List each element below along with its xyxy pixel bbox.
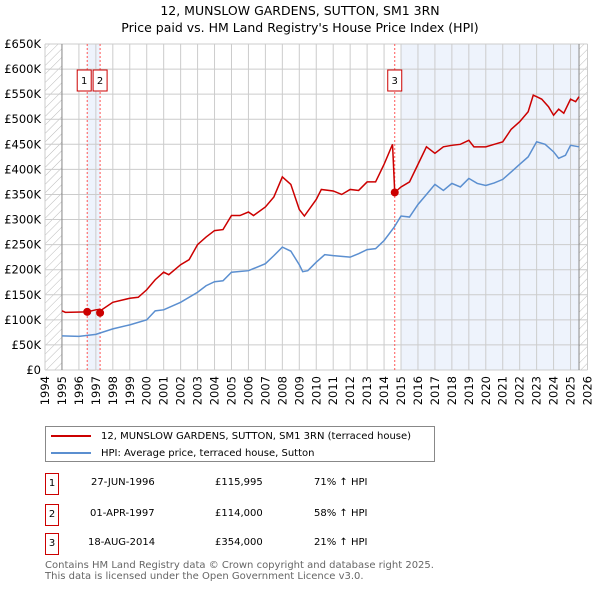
legend-swatch-red — [51, 435, 91, 437]
sale-label: 1 — [81, 76, 87, 87]
x-tick-label: 2003 — [191, 376, 205, 405]
y-tick-label: £400K — [4, 162, 41, 176]
sale-row: 3 18-AUG-2014 £354,000 21% ↑ HPI — [45, 533, 445, 555]
footer: Contains HM Land Registry data © Crown c… — [45, 560, 434, 582]
x-tick-label: 2012 — [343, 376, 357, 405]
x-tick-label: 1996 — [72, 376, 86, 405]
y-tick-label: £350K — [4, 187, 41, 201]
sale-price: £115,995 — [215, 477, 263, 488]
x-tick-label: 2007 — [258, 376, 272, 405]
legend-item-property: 12, MUNSLOW GARDENS, SUTTON, SM1 3RN (te… — [51, 428, 411, 444]
legend-item-hpi: HPI: Average price, terraced house, Sutt… — [51, 445, 314, 461]
legend-label: 12, MUNSLOW GARDENS, SUTTON, SM1 3RN (te… — [101, 430, 412, 442]
y-tick-label: £500K — [4, 112, 41, 126]
sale-hpi: 58% ↑ HPI — [314, 508, 368, 519]
x-tick-label: 2026 — [581, 376, 595, 405]
x-tick-label: 2014 — [377, 376, 391, 405]
x-tick-label: 1999 — [123, 376, 137, 405]
chart-title: 12, MUNSLOW GARDENS, SUTTON, SM1 3RN Pri… — [0, 2, 600, 36]
x-tick-label: 2025 — [564, 376, 578, 405]
x-tick-label: 2008 — [275, 376, 289, 405]
sale-price: £354,000 — [215, 537, 263, 548]
x-tick-label: 2017 — [428, 376, 442, 405]
x-tick-label: 2019 — [462, 376, 476, 405]
x-tick-label: 2016 — [411, 376, 425, 405]
sale-label: 2 — [97, 76, 103, 87]
y-tick-label: £150K — [4, 288, 41, 302]
x-tick-label: 2021 — [496, 376, 510, 405]
y-tick-label: £50K — [12, 338, 42, 352]
sale-row: 1 27-JUN-1996 £115,995 71% ↑ HPI — [45, 473, 445, 495]
sale-label-box — [387, 69, 403, 92]
sale-price: £114,000 — [215, 508, 263, 519]
x-tick-label: 2023 — [530, 376, 544, 405]
sale-badge: 1 — [45, 473, 59, 495]
y-tick-label: £0 — [26, 363, 41, 377]
y-tick-label: £100K — [4, 313, 41, 327]
y-tick-label: £200K — [4, 263, 41, 277]
x-tick-label: 2000 — [140, 376, 154, 405]
sale-label-box — [76, 69, 92, 92]
x-tick-label: 2011 — [326, 376, 340, 405]
sale-badge: 3 — [45, 533, 59, 555]
x-tick-label: 1998 — [106, 376, 120, 405]
x-tick-label: 1994 — [38, 376, 52, 405]
sale-point — [96, 308, 105, 317]
x-tick-label: 2002 — [174, 376, 188, 405]
y-tick-label: £450K — [4, 137, 41, 151]
sale-date: 01-APR-1997 — [90, 508, 155, 519]
sale-label: 3 — [392, 76, 398, 87]
sale-point — [390, 188, 399, 197]
ownership-shading — [87, 44, 101, 370]
y-tick-label: £550K — [4, 87, 41, 101]
y-tick-label: £250K — [4, 238, 41, 252]
x-tick-label: 2022 — [513, 376, 527, 405]
legend: 12, MUNSLOW GARDENS, SUTTON, SM1 3RN (te… — [45, 426, 435, 462]
hatched-region — [579, 44, 588, 370]
x-tick-label: 2013 — [360, 376, 374, 405]
x-tick-label: 2015 — [394, 376, 408, 405]
x-tick-label: 2009 — [292, 376, 306, 405]
hpi-line — [61, 140, 580, 338]
price-paid-line — [61, 94, 580, 315]
y-tick-label: £650K — [4, 37, 41, 51]
title-line: 12, MUNSLOW GARDENS, SUTTON, SM1 3RN — [160, 3, 440, 18]
footer-line: Contains HM Land Registry data © Crown c… — [45, 560, 434, 571]
x-tick-label: 2020 — [479, 376, 493, 405]
y-tick-label: £600K — [4, 62, 41, 76]
sale-hpi: 71% ↑ HPI — [314, 477, 368, 488]
legend-swatch-blue — [51, 452, 91, 454]
sale-date: 18-AUG-2014 — [88, 537, 156, 548]
x-tick-label: 1995 — [55, 376, 69, 405]
y-tick-label: £300K — [4, 213, 41, 227]
sale-label-box — [92, 69, 108, 92]
sale-badge: 2 — [45, 504, 59, 526]
price-chart: 1994 1995 1996 1997 1998 1999 2000 2001 2002 2003… — [4, 37, 595, 405]
x-tick-label: 1997 — [89, 376, 103, 405]
x-tick-label: 2005 — [224, 376, 238, 405]
x-tick-label: 2004 — [208, 376, 222, 405]
x-tick-label: 2010 — [309, 376, 323, 405]
x-tick-label: 2006 — [241, 376, 255, 405]
sale-point — [83, 307, 92, 316]
x-tick-label: 2001 — [157, 376, 171, 405]
x-tick-label: 2018 — [445, 376, 459, 405]
ownership-shading — [401, 44, 580, 370]
footer-line: This data is licensed under the Open Gov… — [45, 571, 364, 582]
sale-hpi: 21% ↑ HPI — [314, 537, 368, 548]
subtitle-line: Price paid vs. HM Land Registry's House … — [121, 20, 479, 35]
sale-date: 27-JUN-1996 — [91, 477, 155, 488]
hatched-region — [45, 44, 62, 370]
x-tick-label: 2024 — [547, 376, 561, 405]
legend-label: HPI: Average price, terraced house, Sutt… — [101, 447, 315, 459]
sale-row: 2 01-APR-1997 £114,000 58% ↑ HPI — [45, 504, 445, 526]
